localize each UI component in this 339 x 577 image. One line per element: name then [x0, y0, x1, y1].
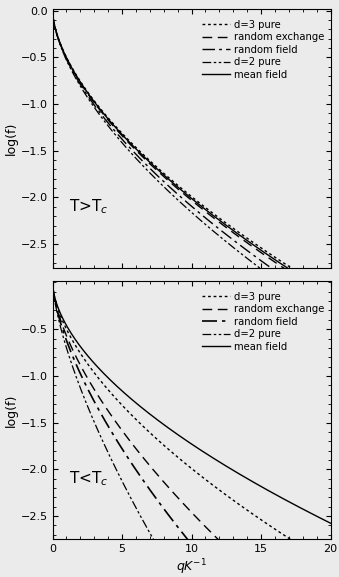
d=3 pure [186, 462, 190, 469]
mean field [178, 186, 182, 193]
d=3 pure [320, 556, 324, 563]
d=2 pure [186, 205, 190, 212]
mean field [328, 292, 333, 299]
random exchange [178, 188, 182, 194]
d=3 pure [178, 184, 182, 191]
X-axis label: $qK^{-1}$: $qK^{-1}$ [176, 557, 207, 577]
d=3 pure [270, 252, 274, 258]
random exchange [328, 295, 333, 302]
Line: d=3 pure: d=3 pure [53, 12, 331, 293]
mean field [328, 520, 333, 527]
random field [65, 338, 69, 344]
random exchange [65, 55, 69, 62]
Line: mean field: mean field [53, 283, 331, 523]
random exchange [51, 280, 55, 287]
mean field [320, 516, 324, 523]
random field [320, 299, 324, 306]
mean field [65, 55, 69, 62]
d=3 pure [186, 190, 190, 197]
Line: random field: random field [53, 283, 331, 577]
random field [186, 200, 190, 207]
mean field [186, 192, 190, 199]
random exchange [320, 290, 324, 297]
d=2 pure [328, 315, 333, 322]
d=2 pure [51, 8, 55, 15]
random exchange [186, 505, 190, 512]
d=3 pure [270, 523, 274, 530]
random field [328, 305, 333, 312]
Line: d=3 pure: d=3 pure [53, 283, 331, 564]
d=3 pure [65, 54, 69, 61]
Line: d=2 pure: d=2 pure [53, 283, 331, 577]
Legend: d=3 pure, random exchange, random field, d=2 pure, mean field: d=3 pure, random exchange, random field,… [201, 19, 325, 81]
random exchange [65, 333, 69, 340]
random field [178, 193, 182, 200]
d=2 pure [178, 199, 182, 206]
Line: random exchange: random exchange [53, 12, 331, 298]
mean field [51, 280, 55, 287]
mean field [51, 8, 55, 15]
mean field [320, 516, 324, 523]
d=3 pure [320, 284, 324, 291]
random field [51, 280, 55, 287]
d=3 pure [328, 561, 333, 568]
d=2 pure [65, 346, 69, 353]
random field [270, 265, 274, 272]
mean field [270, 489, 274, 496]
d=3 pure [320, 284, 324, 291]
d=2 pure [65, 57, 69, 64]
mean field [65, 323, 69, 329]
Text: T<T$_c$: T<T$_c$ [69, 470, 108, 488]
d=3 pure [320, 556, 324, 563]
d=2 pure [51, 279, 55, 286]
random field [51, 8, 55, 15]
Line: random field: random field [53, 12, 331, 308]
Line: random exchange: random exchange [53, 283, 331, 577]
Y-axis label: log(f): log(f) [5, 121, 18, 155]
d=3 pure [51, 280, 55, 287]
d=2 pure [320, 309, 324, 316]
random exchange [270, 256, 274, 263]
d=3 pure [51, 8, 55, 15]
random exchange [186, 194, 190, 201]
mean field [270, 254, 274, 261]
random exchange [51, 8, 55, 15]
random exchange [320, 290, 324, 297]
mean field [178, 433, 182, 440]
Y-axis label: log(f): log(f) [5, 394, 18, 427]
random field [186, 536, 190, 543]
Line: mean field: mean field [53, 12, 331, 295]
Text: T>T$_c$: T>T$_c$ [69, 197, 108, 216]
d=3 pure [328, 289, 333, 296]
Legend: d=3 pure, random exchange, random field, d=2 pure, mean field: d=3 pure, random exchange, random field,… [201, 291, 325, 353]
mean field [186, 438, 190, 445]
random field [320, 299, 324, 306]
random exchange [178, 497, 182, 504]
mean field [320, 287, 324, 294]
random field [65, 57, 69, 63]
random field [178, 527, 182, 534]
d=2 pure [270, 273, 274, 280]
mean field [320, 287, 324, 294]
d=3 pure [65, 327, 69, 334]
d=3 pure [178, 456, 182, 463]
Line: d=2 pure: d=2 pure [53, 12, 331, 319]
d=2 pure [320, 310, 324, 317]
